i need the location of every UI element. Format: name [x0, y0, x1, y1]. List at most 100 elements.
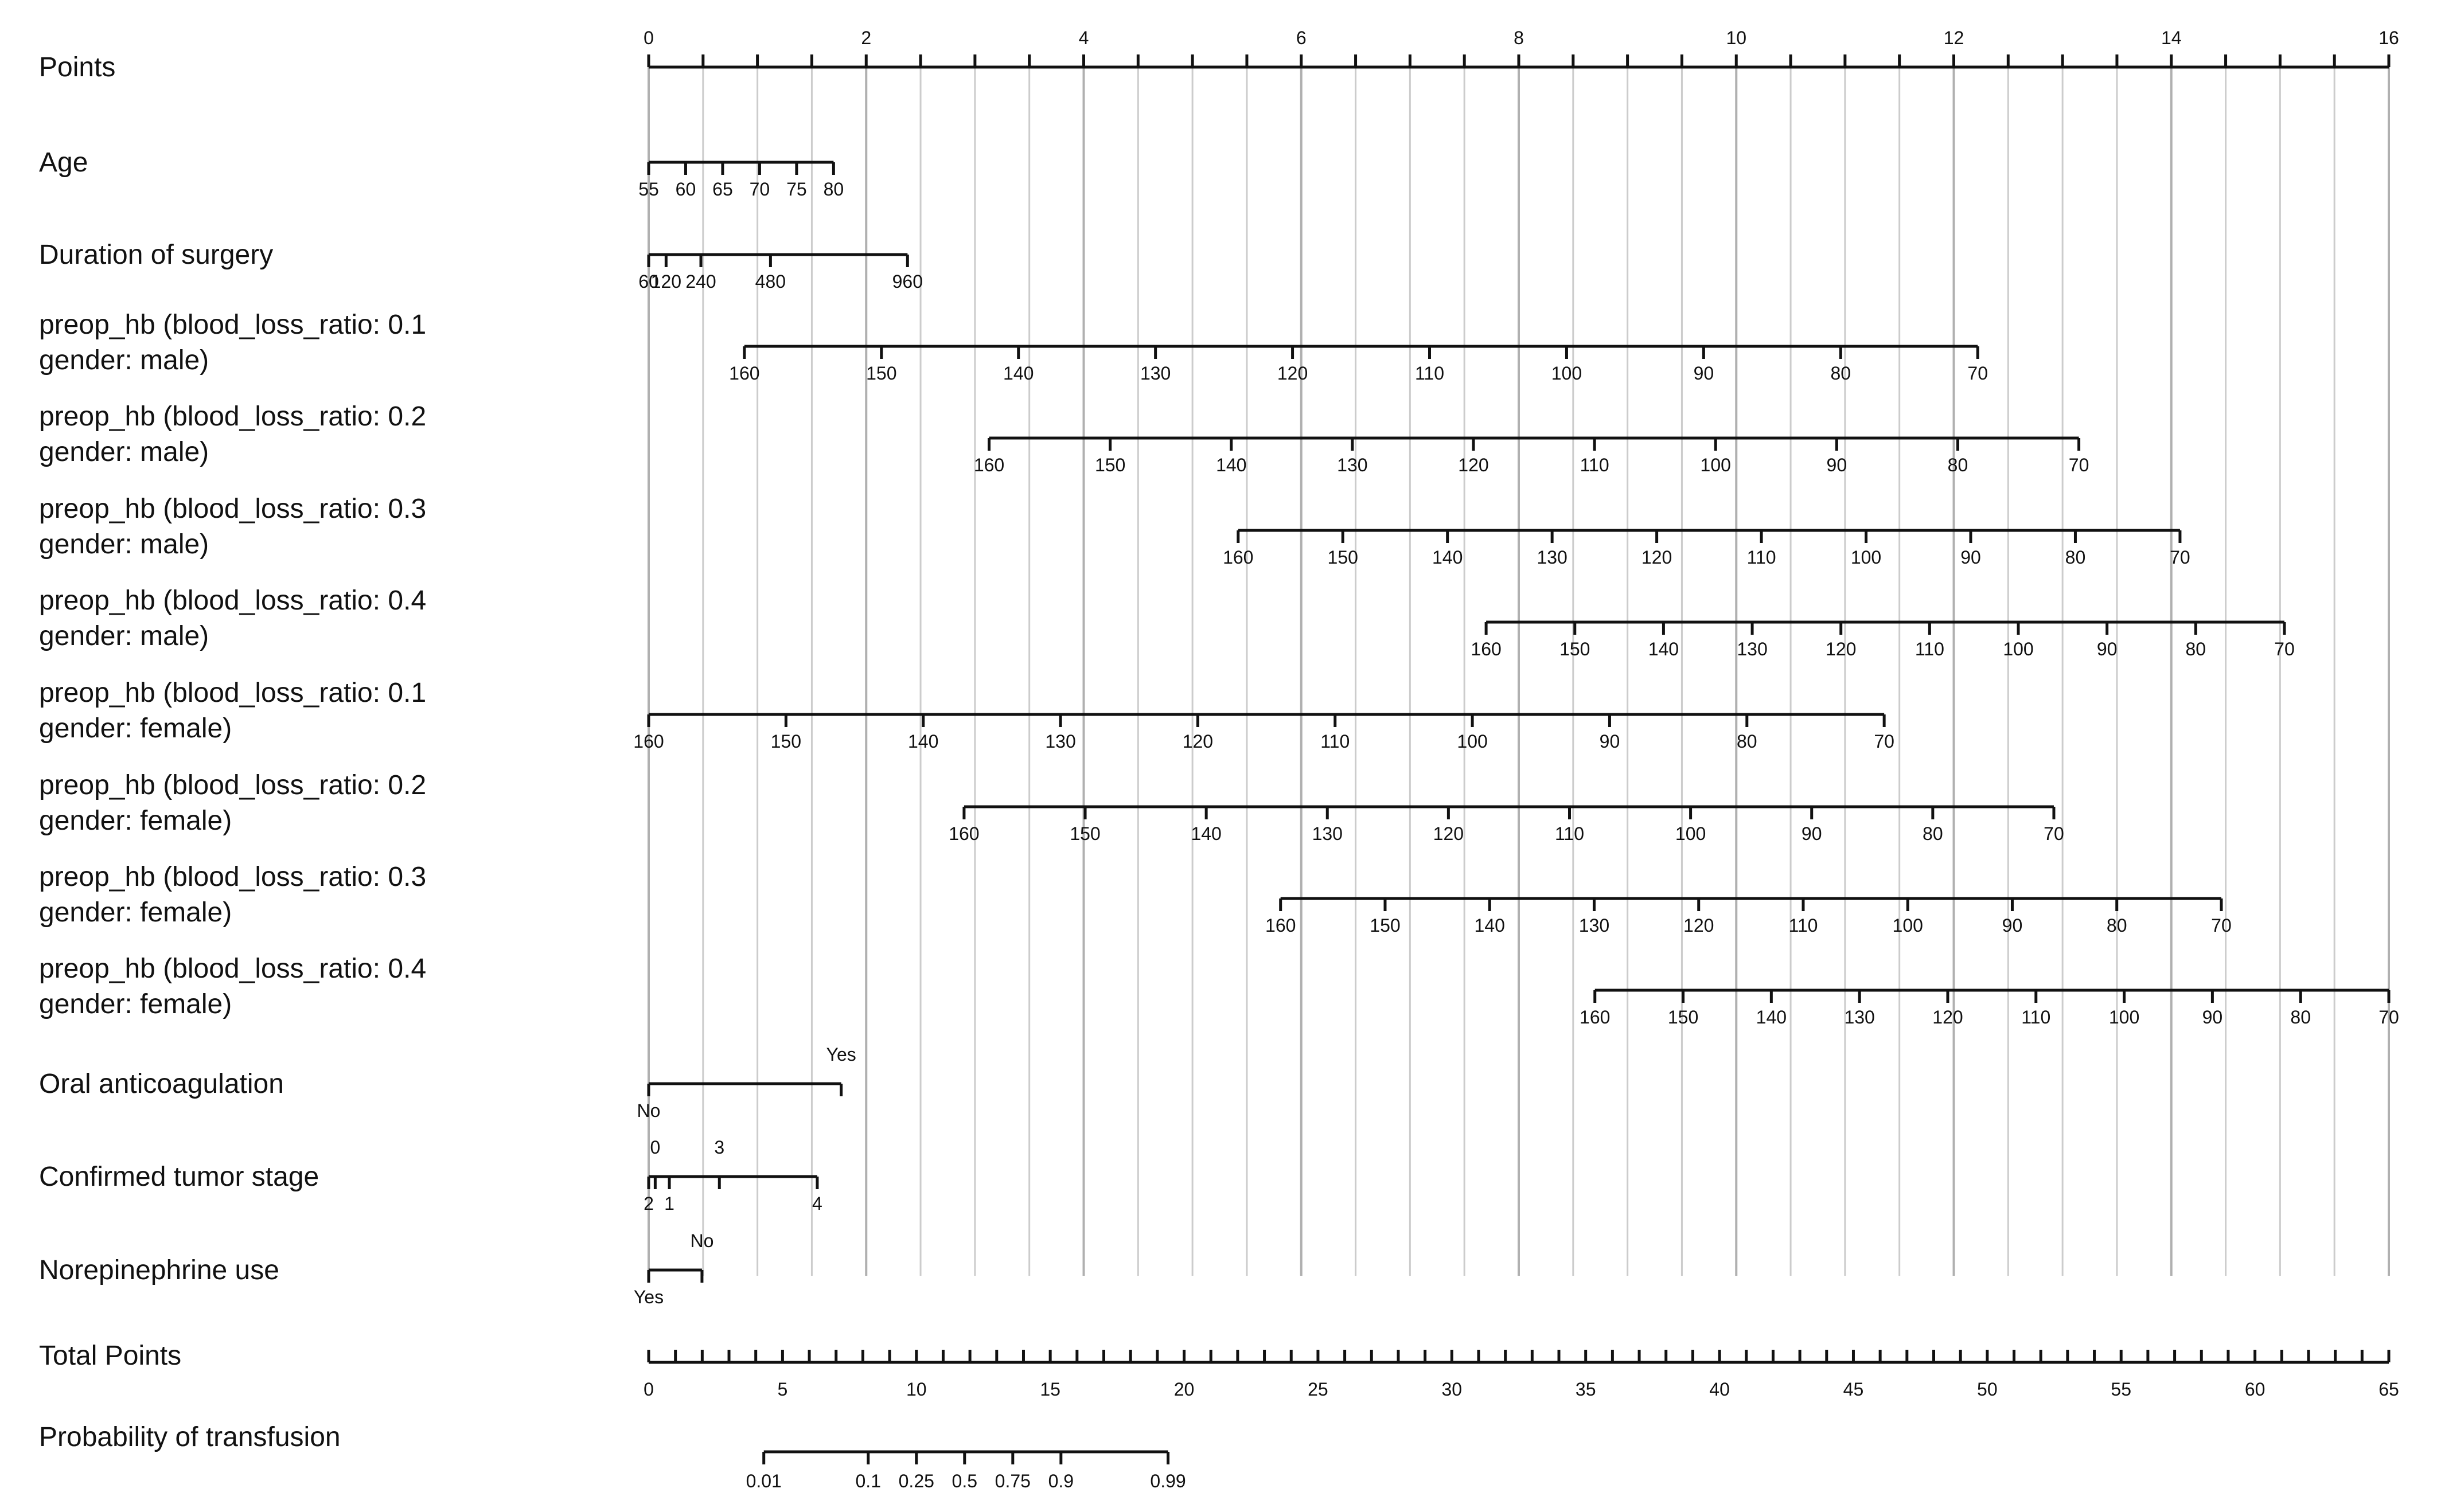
points-row: Points 0 2 4 6 8 10 12 14 16 [39, 28, 2399, 83]
row-label: preop_hb (blood_loss_ratio: 0.4 gender: f… [39, 954, 426, 1019]
row-label-line: preop_hb (blood_loss_ratio: 0.1 [39, 310, 426, 340]
row-label-line: Duration of surgery [39, 240, 273, 270]
variable-tick-label: 90 [1960, 547, 1981, 568]
variable-tick-label: 120 [1183, 731, 1213, 752]
variable-tick-label: 140 [1191, 823, 1221, 844]
row-label-line: preop_hb (blood_loss_ratio: 0.3 [39, 862, 426, 892]
row-label: preop_hb (blood_loss_ratio: 0.2 gender: m… [39, 401, 426, 467]
variable-tick-label: 150 [1070, 823, 1100, 844]
variable-tick-label: 70 [2274, 639, 2295, 659]
points-tick-label: 4 [1079, 28, 1089, 48]
variable-tick-label: 100 [2109, 1007, 2139, 1027]
variable-tick-label: 110 [1320, 731, 1350, 752]
variable-tick-label: 140 [908, 731, 938, 752]
points-tick-label: 14 [2161, 28, 2182, 48]
variable-tick-label: 90 [1600, 731, 1620, 752]
variable-tick-label: 130 [1537, 547, 1567, 568]
variable-tick-label: 120 [651, 271, 681, 292]
variable-tick-label: 130 [1579, 915, 1609, 936]
variable-tick-label: 4 [812, 1193, 822, 1214]
probability-tick-label: 0.01 [746, 1471, 782, 1491]
variable-tick-label: Yes [634, 1287, 664, 1307]
probability-tick-label: 0.5 [952, 1471, 977, 1491]
variable-tick-label: 140 [1216, 455, 1246, 475]
row-label-line: Confirmed tumor stage [39, 1162, 319, 1192]
row-label: Oral anticoagulation [39, 1069, 284, 1099]
row-label-line: preop_hb (blood_loss_ratio: 0.3 [39, 494, 426, 524]
points-tick-label: 2 [861, 28, 871, 48]
row-label-line: Age [39, 147, 88, 178]
grid-layer [648, 67, 2390, 1276]
total-points-tick-label: 5 [777, 1379, 787, 1400]
variable-tick-label: 70 [1874, 731, 1894, 752]
row-label-line: gender: female) [39, 806, 232, 836]
variable-tick-label: 140 [1003, 363, 1034, 384]
variable-tick-label: 60 [676, 179, 696, 200]
variable-tick-label: 160 [949, 823, 979, 844]
row-label: preop_hb (blood_loss_ratio: 0.3 gender: f… [39, 862, 426, 928]
variable-tick-label: 80 [2186, 639, 2206, 659]
row-label-line: Norepinephrine use [39, 1255, 279, 1286]
variable-tick-label: 130 [1312, 823, 1343, 844]
variable-row: Oral anticoagulation No Yes [39, 1044, 856, 1121]
row-label-line: preop_hb (blood_loss_ratio: 0.4 [39, 954, 426, 984]
total-points-tick-label: 30 [1442, 1379, 1463, 1400]
variable-tick-label: 100 [1675, 823, 1706, 844]
row-label: preop_hb (blood_loss_ratio: 0.3 gender: m… [39, 494, 426, 560]
variable-tick-label: 80 [2065, 547, 2086, 568]
variable-tick-label: 110 [1747, 547, 1776, 568]
points-tick-label: 6 [1296, 28, 1307, 48]
variable-tick-label: 960 [892, 271, 923, 292]
variable-tick-label: 150 [1668, 1007, 1698, 1027]
variable-tick-label: 90 [2002, 915, 2023, 936]
variable-tick-label: Yes [826, 1044, 856, 1065]
variable-tick-label: 120 [1932, 1007, 1963, 1027]
variable-tick-label: 150 [1559, 639, 1590, 659]
row-label: Total Points [39, 1341, 181, 1371]
row-label-line: preop_hb (blood_loss_ratio: 0.2 [39, 401, 426, 432]
variable-tick-label: 55 [638, 179, 659, 200]
variable-tick-label: 130 [1737, 639, 1767, 659]
total-points-tick-label: 15 [1040, 1379, 1060, 1400]
variable-tick-label: No [637, 1100, 661, 1121]
row-label: Age [39, 147, 88, 178]
variable-tick-label: 110 [1788, 915, 1818, 936]
variable-tick-label: 80 [1923, 823, 1943, 844]
variable-tick-label: 110 [1555, 823, 1584, 844]
row-label-line: gender: female) [39, 989, 232, 1019]
row-label: Points [39, 52, 115, 83]
total-points-tick-label: 10 [906, 1379, 927, 1400]
variable-tick-label: No [690, 1230, 713, 1251]
variable-tick-label: 75 [786, 179, 807, 200]
variable-tick-label: 160 [1580, 1007, 1610, 1027]
variable-tick-label: 100 [1551, 363, 1582, 384]
variable-tick-label: 100 [1851, 547, 1881, 568]
variable-row: Age 55 60 65 70 75 80 [39, 147, 844, 200]
variable-tick-label: 70 [2069, 455, 2089, 475]
total-points-tick-label: 0 [644, 1379, 654, 1400]
variable-tick-label: 80 [1737, 731, 1757, 752]
variable-tick-label: 240 [685, 271, 716, 292]
variable-tick-label: 120 [1683, 915, 1714, 936]
total-points-tick-label: 20 [1174, 1379, 1195, 1400]
variable-tick-label: 120 [1641, 547, 1672, 568]
variable-tick-label: 160 [633, 731, 664, 752]
row-label-line: Total Points [39, 1341, 181, 1371]
row-label-line: gender: female) [39, 713, 232, 744]
row-label: preop_hb (blood_loss_ratio: 0.1 gender: f… [39, 678, 426, 744]
row-label-line: gender: male) [39, 621, 209, 651]
variable-row: preop_hb (blood_loss_ratio: 0.4 gender: f… [39, 954, 2399, 1027]
variable-tick-label: 100 [2003, 639, 2033, 659]
row-label-line: Probability of transfusion [39, 1422, 341, 1452]
probability-row: Probability of transfusion 0.01 0.1 0.25 0.5… [39, 1422, 1186, 1491]
variable-tick-label: 140 [1756, 1007, 1787, 1027]
variable-tick-label: 130 [1045, 731, 1075, 752]
total-points-tick-label: 25 [1308, 1379, 1328, 1400]
total-points-tick-label: 50 [1977, 1379, 1998, 1400]
variable-tick-label: 130 [1844, 1007, 1874, 1027]
total-points-tick-label: 60 [2245, 1379, 2266, 1400]
variable-row: preop_hb (blood_loss_ratio: 0.2 gender: f… [39, 770, 2064, 844]
row-label: Duration of surgery [39, 240, 273, 270]
probability-tick-label: 0.25 [899, 1471, 934, 1491]
